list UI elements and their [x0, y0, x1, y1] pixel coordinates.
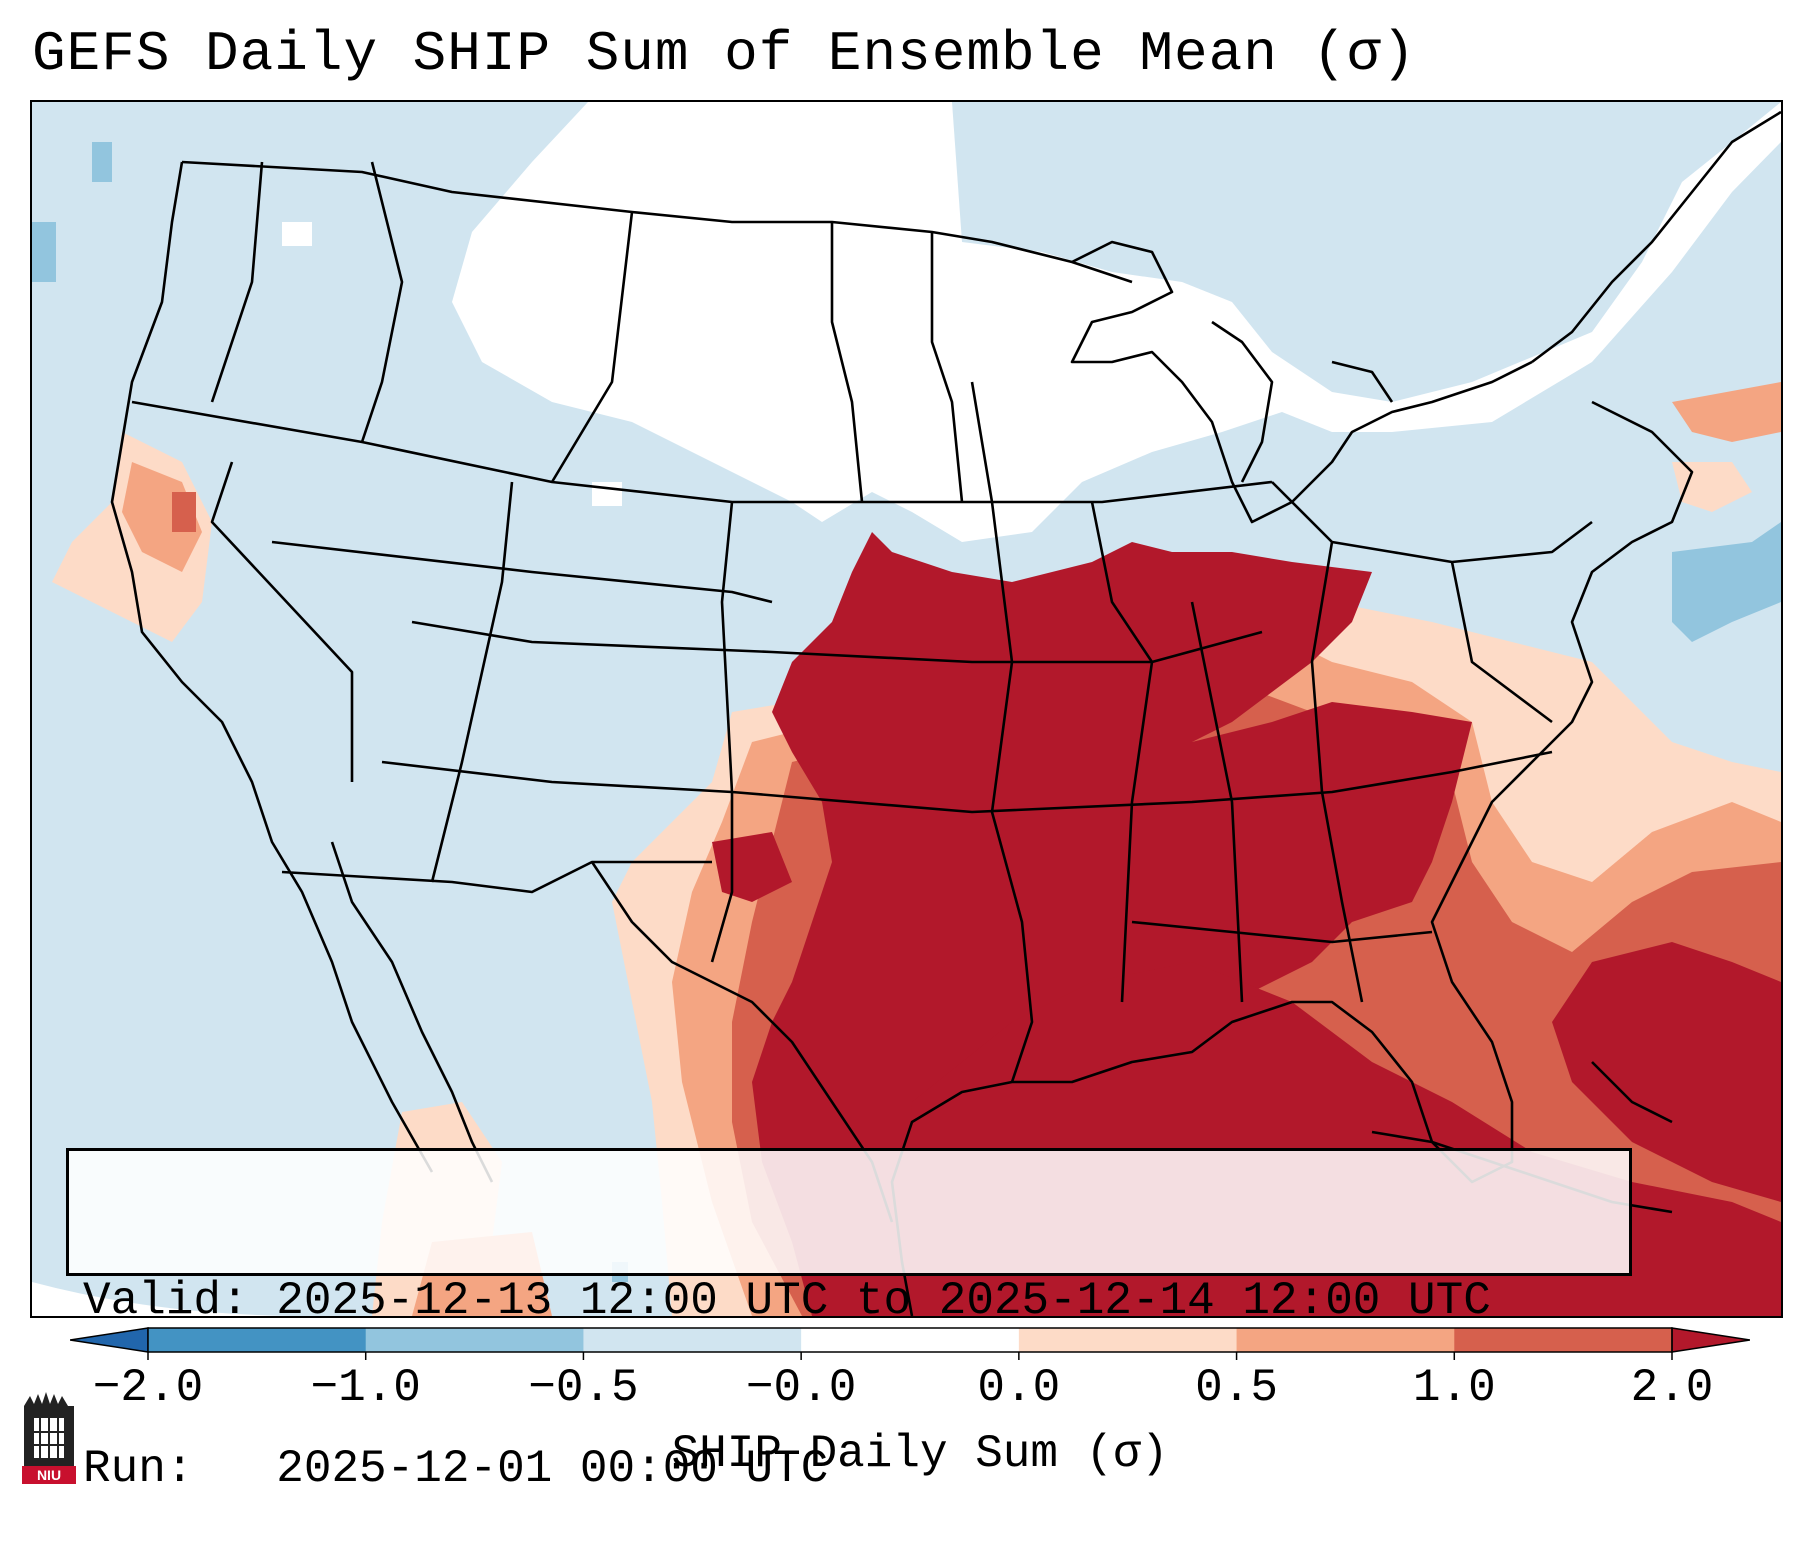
- map-positive-patch: [1672, 382, 1781, 442]
- colorbar-extend-low: [70, 1327, 149, 1353]
- map-neutral-region: [452, 102, 1781, 542]
- colorbar-tick-label: 1.0: [1412, 1362, 1496, 1414]
- colorbar-outline: [147, 1327, 1673, 1353]
- map-cell: [592, 482, 622, 506]
- colorbar-ticks: [147, 1352, 1673, 1360]
- colorbar-bin: [148, 1328, 367, 1352]
- colorbar-tick-label: −2.0: [92, 1362, 204, 1414]
- map-very-strong-atlantic: [1552, 942, 1781, 1202]
- valid-run-info-box: Valid: 2025-12-13 12:00 UTC to 2025-12-1…: [66, 1148, 1632, 1495]
- colorbar-bin: [365, 1328, 584, 1352]
- run-time-line: Run: 2025-12-01 00:00 UTC: [83, 1443, 829, 1495]
- colorbar-tick-label: 0.0: [977, 1362, 1061, 1414]
- map-negative-patch: [1672, 522, 1781, 642]
- colorbar-tick-label: −1.0: [310, 1362, 421, 1414]
- colorbar-tick-label: 2.0: [1630, 1362, 1714, 1414]
- map-cell: [672, 402, 712, 426]
- colorbar-bin: [1236, 1328, 1455, 1352]
- map-canvas: [32, 102, 1781, 1316]
- map-cell: [518, 222, 548, 246]
- map-negative-patch: [92, 142, 112, 182]
- colorbar-tick-label: 0.5: [1195, 1362, 1278, 1414]
- colorbar-bins: [148, 1328, 1673, 1352]
- map-panel: [30, 100, 1783, 1318]
- logo-text: NIU: [37, 1467, 61, 1483]
- colorbar-bin: [1018, 1328, 1238, 1352]
- colorbar-tick-label: −0.5: [528, 1362, 639, 1414]
- page-title: GEFS Daily SHIP Sum of Ensemble Mean (σ): [32, 22, 1417, 86]
- map-domain-edge: [32, 1282, 292, 1316]
- map-cell: [282, 222, 312, 246]
- map-positive-patch: [172, 492, 196, 532]
- colorbar: [70, 1327, 1750, 1360]
- map-positive-patch: [122, 462, 202, 572]
- colorbar-bin: [801, 1328, 1020, 1352]
- colorbar-extend-high: [1671, 1327, 1750, 1353]
- niu-logo-icon: NIU: [22, 1392, 76, 1484]
- colorbar-tick-label: −0.0: [745, 1362, 857, 1414]
- map-negative-patch: [32, 222, 56, 282]
- map-borders: [110, 110, 1781, 1316]
- colorbar-label: SHIP Daily Sum (σ): [671, 1428, 1169, 1480]
- colorbar-bin: [583, 1328, 802, 1352]
- valid-time-line: Valid: 2025-12-13 12:00 UTC to 2025-12-1…: [83, 1275, 1491, 1327]
- colorbar-bin: [1454, 1328, 1673, 1352]
